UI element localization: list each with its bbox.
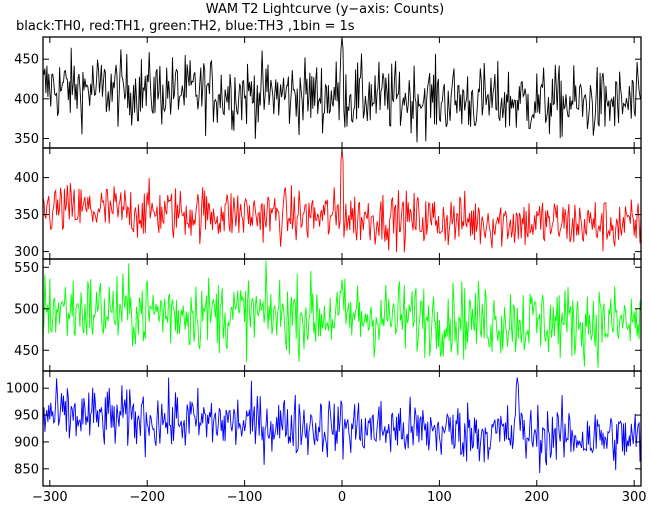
x-tick-label: 0	[338, 490, 346, 505]
chart-title: WAM T2 Lightcurve (y−axis: Counts)	[205, 2, 445, 17]
x-tick-label: −100	[227, 490, 263, 505]
x-tick-label: 100	[427, 490, 452, 505]
x-tick-label: 300	[622, 490, 647, 505]
y-tick-label: 450	[14, 344, 39, 359]
x-tick-label: −200	[129, 490, 165, 505]
y-tick-label: 500	[14, 302, 39, 317]
x-tick-label: 200	[524, 490, 549, 505]
y-tick-label: 350	[14, 208, 39, 223]
series-line-th3	[42, 377, 642, 474]
y-tick-label: 950	[14, 409, 39, 424]
y-tick-label: 400	[14, 92, 39, 107]
y-tick-label: 350	[14, 132, 39, 147]
chart-subtitle: black:TH0, red:TH1, green:TH2, blue:TH3 …	[16, 19, 355, 34]
panel-frame-3	[42, 258, 642, 372]
y-tick-label: 900	[14, 435, 39, 450]
y-tick-label: 1000	[6, 382, 39, 397]
series-line-th2	[42, 260, 642, 368]
series-line-th0	[42, 36, 642, 143]
panel-frame-2	[42, 147, 642, 260]
panel-frame-1	[42, 36, 642, 149]
x-tick-label: −300	[32, 490, 68, 505]
y-tick-label: 550	[14, 261, 39, 276]
y-tick-label: 400	[14, 171, 39, 186]
series-line-th1	[42, 149, 642, 253]
y-tick-label: 450	[14, 53, 39, 68]
y-tick-label: 300	[14, 245, 39, 260]
y-tick-label: 850	[14, 462, 39, 477]
